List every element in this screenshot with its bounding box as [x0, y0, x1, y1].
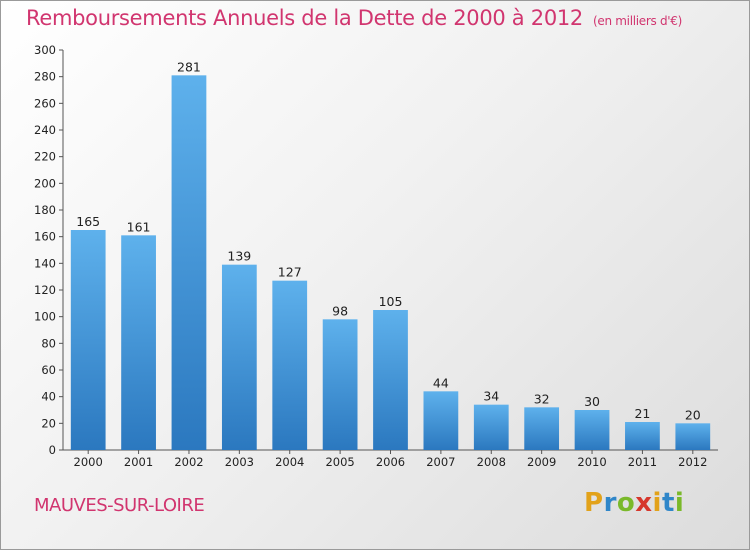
x-tick-label: 2002: [174, 455, 203, 469]
x-tick-label: 2012: [678, 455, 707, 469]
data-label-2004: 127: [278, 265, 302, 280]
x-tick-label: 2006: [376, 455, 405, 469]
data-label-2000: 165: [76, 214, 100, 229]
bar-2005: [322, 319, 358, 450]
y-tick-label: 0: [49, 443, 56, 457]
proxiti-logo[interactable]: Proxiti: [584, 488, 684, 518]
y-tick-label: 100: [34, 310, 56, 324]
bar-2009: [524, 407, 560, 450]
x-tick-label: 2007: [426, 455, 455, 469]
y-tick-label: 40: [41, 390, 56, 404]
data-label-2008: 34: [483, 389, 499, 404]
bar-2003: [221, 264, 257, 450]
data-label-2006: 105: [379, 294, 403, 309]
y-tick-label: 260: [34, 96, 56, 110]
logo-letter: i: [674, 488, 685, 518]
logo-letter: r: [603, 488, 617, 518]
bar-2008: [473, 404, 509, 450]
data-label-2009: 32: [534, 391, 550, 406]
y-tick-label: 140: [34, 256, 56, 270]
bars: [70, 75, 711, 450]
x-tick-label: 2000: [74, 455, 103, 469]
logo-letter: t: [661, 488, 675, 518]
chart-title-text: Remboursements Annuels de la Dette de 20…: [26, 6, 583, 30]
bar-2007: [423, 391, 459, 450]
x-tick-label: 2010: [577, 455, 606, 469]
bar-2012: [675, 423, 711, 450]
data-label-2003: 139: [227, 249, 251, 264]
y-tick-label: 180: [34, 203, 56, 217]
x-tick-label: 2009: [527, 455, 556, 469]
data-label-2007: 44: [433, 375, 449, 390]
bar-2002: [171, 75, 207, 450]
bar-2004: [272, 280, 308, 450]
logo-letter: o: [616, 488, 636, 518]
y-tick-label: 300: [34, 43, 56, 57]
x-tick-label: 2001: [124, 455, 153, 469]
logo-letter: x: [635, 488, 653, 518]
chart-subtitle: (en milliers d'€): [593, 14, 683, 28]
data-labels: 165 161 281 139 127 98 105 44 34 32 30 21 20: [76, 59, 701, 422]
y-tick-label: 220: [34, 150, 56, 164]
bar-2000: [70, 230, 106, 450]
bar-2011: [625, 422, 660, 450]
x-tick-label: 2004: [275, 455, 304, 469]
bar-2001: [121, 235, 156, 450]
y-tick-label: 280: [34, 70, 56, 84]
y-tick-label: 240: [34, 123, 56, 137]
y-tick-label: 160: [34, 230, 56, 244]
data-label-2002: 281: [177, 59, 201, 74]
chart-title: Remboursements Annuels de la Dette de 20…: [26, 6, 682, 30]
y-tick-label: 80: [41, 336, 56, 350]
y-tick-label: 20: [41, 416, 56, 430]
data-label-2001: 161: [127, 219, 151, 234]
x-tick-label: 2005: [325, 455, 354, 469]
y-tick-label: 200: [34, 176, 56, 190]
location-name: MAUVES-SUR-LOIRE: [34, 495, 205, 516]
data-label-2010: 30: [584, 394, 600, 409]
x-tick-label: 2003: [225, 455, 254, 469]
logo-letter: i: [652, 488, 662, 518]
logo-letter: P: [584, 488, 604, 518]
x-tick-label: 2011: [628, 455, 657, 469]
data-label-2012: 20: [685, 407, 701, 422]
data-label-2011: 21: [634, 406, 650, 421]
y-tick-label: 60: [41, 363, 56, 377]
x-tick-label: 2008: [477, 455, 506, 469]
data-label-2005: 98: [332, 303, 348, 318]
bar-2010: [574, 410, 610, 450]
y-tick-label: 120: [34, 283, 56, 297]
bar-2006: [373, 310, 408, 450]
